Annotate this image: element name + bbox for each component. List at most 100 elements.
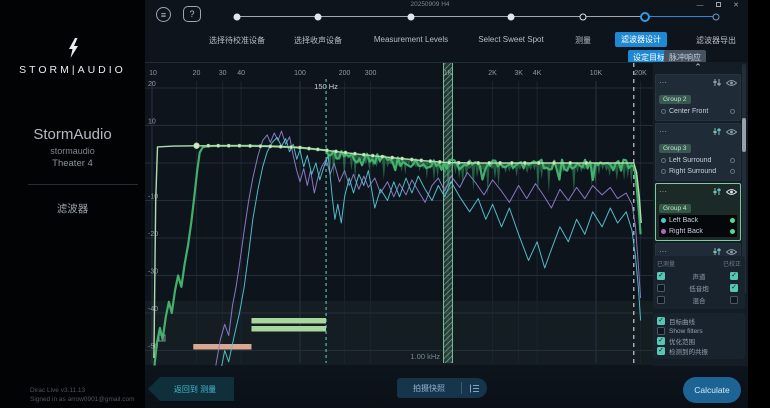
device-name: StormAudio	[33, 126, 112, 143]
app-version: Dirac Live v3.11.13	[30, 387, 86, 394]
overlay-toggle-row: 检测到的共振	[657, 346, 741, 356]
step-label[interactable]: Measurement Levels	[373, 35, 449, 44]
calculate-button[interactable]: Calculate	[683, 377, 741, 403]
step-label[interactable]: Select Sweet Spot	[478, 35, 544, 44]
svg-text:-50: -50	[148, 344, 158, 351]
channel-label: Right Surround	[669, 168, 717, 175]
step-node-7[interactable]	[712, 13, 720, 21]
eye-icon[interactable]	[725, 74, 738, 92]
sidebar-item-filters[interactable]: 滤波器	[56, 203, 89, 215]
corrected-checkbox[interactable]	[730, 272, 738, 280]
target-curve-point	[361, 152, 366, 157]
target-curve-point	[487, 161, 492, 165]
svg-text:20: 20	[193, 70, 201, 77]
show-filters-toggle[interactable]	[657, 327, 665, 335]
measured-checkbox[interactable]	[657, 296, 665, 304]
channel-label: Right Back	[669, 228, 703, 235]
corrected-checkbox[interactable]	[730, 296, 738, 304]
target-curve-point	[248, 143, 253, 148]
channel-row[interactable]: Right Surround	[659, 166, 737, 177]
close-button[interactable]: ✕	[733, 2, 739, 9]
visibility-row: 声道	[657, 270, 741, 282]
maximize-button[interactable]	[712, 1, 724, 11]
group-list-scrollbar-track[interactable]	[742, 64, 746, 294]
group-menu-icon[interactable]: ⋯	[659, 77, 668, 87]
group-card-group-3[interactable]: ⋯ Group 3 Left Surround Right Surround	[655, 123, 741, 181]
filter-range-bar-2	[251, 326, 327, 332]
corrected-checkbox[interactable]	[730, 284, 738, 292]
group-name-chip[interactable]: Group 3	[659, 144, 691, 153]
target-curve-point	[258, 144, 263, 149]
step-label[interactable]: 选择待校准设备	[209, 36, 265, 45]
menu-button[interactable]: ≡	[156, 7, 171, 22]
group-list-scrollbar-thumb[interactable]	[742, 118, 746, 152]
svg-text:200: 200	[339, 70, 351, 77]
overlay-toggle-row: Show filters	[657, 326, 741, 336]
frequency-response-chart[interactable]: 102030401002003001K2K3K4K10K20K2010-10-2…	[145, 62, 653, 366]
step-node-2[interactable]	[314, 13, 322, 21]
take-snapshot-button[interactable]: 拍摄快照	[397, 378, 487, 398]
eye-icon[interactable]	[725, 183, 738, 201]
back-button-label: 返回到 测量	[173, 384, 217, 394]
target-curve-point	[584, 161, 589, 165]
measured-checkbox[interactable]	[657, 284, 665, 292]
eye-icon[interactable]	[725, 123, 738, 141]
chart-canvas[interactable]: 102030401002003001K2K3K4K10K20K2010-10-2…	[145, 63, 653, 366]
channel-row[interactable]: Right Back	[659, 226, 737, 237]
svg-text:10: 10	[148, 119, 156, 126]
target-curve-point	[289, 145, 293, 150]
target-curve-point	[390, 155, 395, 160]
step-label[interactable]: 测量	[575, 36, 591, 45]
target-curve-point	[370, 153, 375, 158]
group-card-group-4[interactable]: ⋯ Group 4 Left Back Right Back	[655, 183, 741, 241]
detected-resonances-toggle[interactable]	[657, 347, 665, 355]
measured-checkbox[interactable]	[657, 272, 665, 280]
subtab-set-target[interactable]: 设定目标	[628, 50, 670, 65]
subtab-impulse-response[interactable]: 脉冲响应	[664, 50, 706, 65]
channel-row[interactable]: Left Back	[659, 215, 737, 226]
step-node-1[interactable]	[233, 13, 241, 21]
group-filter-icon[interactable]	[712, 243, 722, 261]
channel-row[interactable]: Left Surround	[659, 155, 737, 166]
step-node-5[interactable]	[579, 13, 587, 21]
measured-column-header: 已测量	[657, 262, 676, 268]
group-name-chip[interactable]: Group 2	[659, 95, 691, 104]
group-menu-icon[interactable]: ⋯	[659, 126, 668, 136]
back-to-measurements-button[interactable]: 返回到 测量	[148, 377, 234, 401]
target-curve-point	[307, 146, 311, 151]
group-filter-icon[interactable]	[712, 74, 722, 92]
step-label[interactable]: 滤波器设计	[615, 32, 667, 47]
target-curve-point	[498, 161, 503, 165]
minimize-button[interactable]: —	[696, 2, 704, 9]
group-name-chip[interactable]: Group 4	[659, 204, 691, 213]
group-card-group-2[interactable]: ⋯ Group 2 Center Front	[655, 74, 741, 121]
channel-row[interactable]: Center Front	[659, 106, 737, 117]
snapshot-divider	[461, 382, 462, 394]
eye-icon[interactable]	[725, 243, 738, 261]
group-filter-icon[interactable]	[712, 123, 722, 141]
optimization-range-toggle[interactable]	[657, 337, 665, 345]
step-node-4[interactable]	[507, 13, 515, 21]
step-label[interactable]: 选择收声设备	[294, 36, 342, 45]
target-curve-point	[343, 150, 348, 155]
help-button[interactable]: ?	[183, 6, 201, 22]
subwoofer-range-bar	[193, 344, 252, 350]
target-curve-point	[226, 143, 231, 148]
sidebar: STORM|AUDIO StormAudio stormaudio Theate…	[0, 0, 145, 408]
scroll-up-icon[interactable]: ⌃	[694, 62, 702, 72]
channel-color-dot	[661, 169, 666, 174]
step-node-6[interactable]	[640, 12, 650, 22]
group-menu-icon[interactable]: ⋯	[659, 186, 668, 196]
step-node-3[interactable]	[407, 13, 415, 21]
svg-text:-20: -20	[148, 231, 158, 238]
snapshot-list-icon[interactable]	[462, 384, 487, 393]
target-curve-point	[237, 143, 242, 148]
group-menu-icon[interactable]: ⋯	[659, 246, 668, 256]
step-label[interactable]: 滤波器导出	[696, 36, 736, 45]
group-filter-icon[interactable]	[712, 183, 722, 201]
target-curve-point	[466, 160, 471, 165]
target-curve-toggle[interactable]	[657, 317, 665, 325]
target-curve-point	[216, 143, 221, 148]
